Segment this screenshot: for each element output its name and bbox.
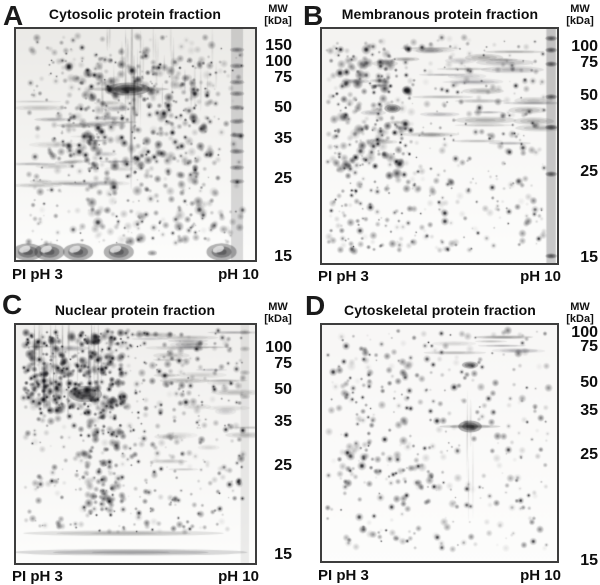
mw-tick-label: 25 [580,446,598,463]
mw-unit-label: MW [268,301,288,313]
panel-title-nuclear: Nuclear protein fraction [54,302,216,318]
mw-tick-label: 35 [580,402,598,419]
mw-tick-label: 50 [274,381,292,398]
kda-unit-label: [kDa] [566,313,594,325]
mw-axis-header: MW [kDa] [548,301,600,325]
mw-unit-label: MW [570,3,590,15]
mw-tick-label: 25 [274,170,292,187]
mw-tick-label: 15 [274,248,292,265]
panel-title-membranous: Membranous protein fraction [341,6,539,22]
mw-axis-header: MW [kDa] [246,301,310,325]
panel-letter-c: C [2,289,23,320]
ph-axis-right-label: pH 10 [218,266,259,283]
ph-axis: PI pH 3 pH 10 [318,268,561,285]
mw-tick-label: 25 [580,163,598,180]
mw-tick-label: 50 [580,374,598,391]
mw-tick-label: 50 [274,99,292,116]
panel-title-cytoskeletal: Cytoskeletal protein fraction [344,302,536,318]
gel-image-nuclear [14,323,257,565]
mw-tick-label: 75 [274,69,292,86]
mw-tick-label: 15 [580,249,598,266]
gel-image-cytoskeletal [320,323,559,563]
mw-unit-label: MW [570,301,590,313]
mw-tick-label: 100 [571,324,598,341]
mw-tick-label: 50 [580,87,598,104]
kda-unit-label: [kDa] [264,15,292,27]
ph-axis-right-label: pH 10 [520,268,561,285]
mw-tick-label: 35 [580,117,598,134]
ph-axis-left-label: PI pH 3 [12,266,63,283]
mw-tick-label: 100 [265,339,292,356]
panel-letter-d: D [305,290,326,321]
mw-tick-label: 75 [580,338,598,355]
panel-letter-a: A [3,0,24,31]
mw-axis-header: MW [kDa] [246,3,310,27]
ph-axis-right-label: pH 10 [218,568,259,585]
mw-tick-label: 35 [274,413,292,430]
mw-tick-label: 75 [274,355,292,372]
ph-axis-left-label: PI pH 3 [12,568,63,585]
panel-title-cytosolic: Cytosolic protein fraction [48,6,222,22]
mw-tick-label: 150 [265,37,292,54]
mw-tick-label: 35 [274,130,292,147]
mw-tick-label: 15 [580,552,598,569]
mw-axis-header: MW [kDa] [548,3,600,27]
gel-image-cytosolic [14,27,257,262]
mw-tick-label: 100 [571,38,598,55]
kda-unit-label: [kDa] [566,15,594,27]
ph-axis: PI pH 3 pH 10 [12,568,259,585]
mw-tick-label: 100 [265,53,292,70]
mw-tick-label: 25 [274,457,292,474]
mw-unit-label: MW [268,3,288,15]
mw-tick-label: 75 [580,54,598,71]
ph-axis-right-label: pH 10 [520,567,561,584]
panel-letter-b: B [303,0,324,31]
ph-axis-left-label: PI pH 3 [318,268,369,285]
ph-axis-left-label: PI pH 3 [318,567,369,584]
ph-axis: PI pH 3 pH 10 [318,567,561,584]
mw-tick-label: 15 [274,546,292,563]
gel-image-membranous [320,27,559,265]
kda-unit-label: [kDa] [264,313,292,325]
ph-axis: PI pH 3 pH 10 [12,266,259,283]
